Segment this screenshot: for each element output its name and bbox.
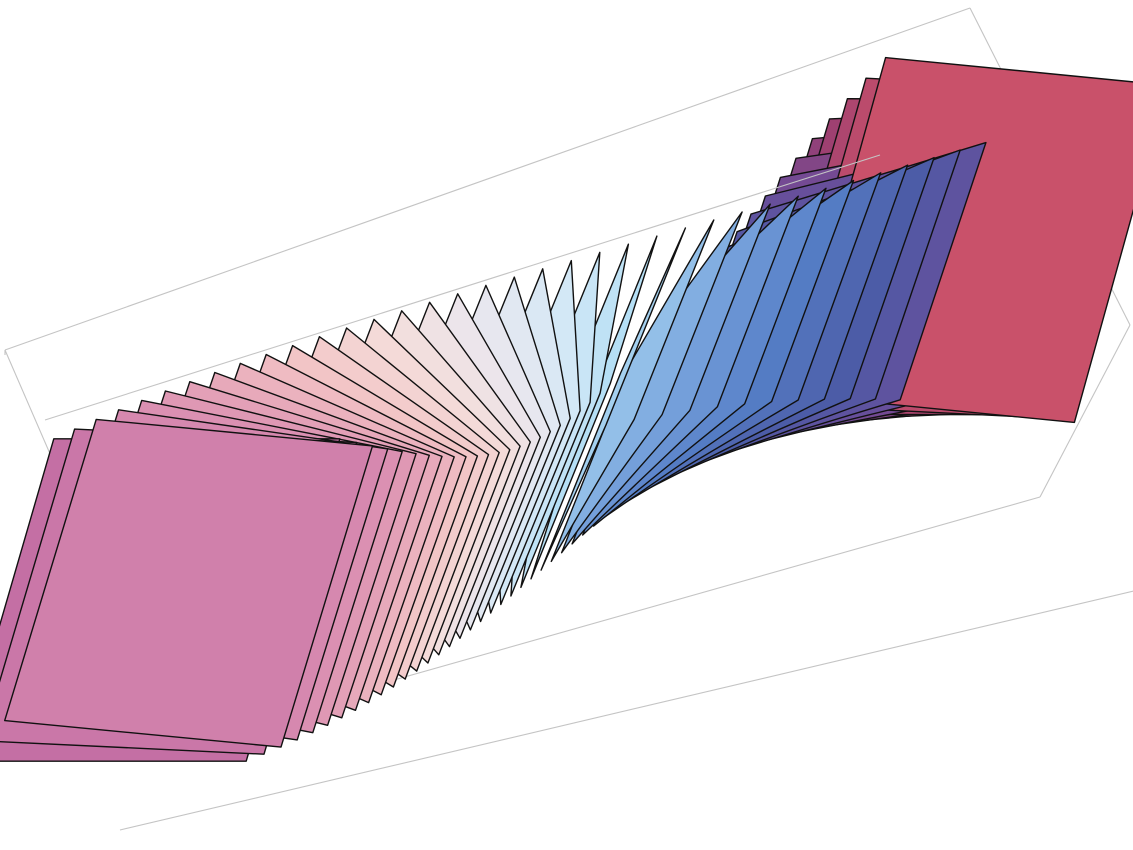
box-edge (119, 590, 1133, 831)
ribbon-panel (550, 219, 715, 563)
box-edge (4, 7, 971, 351)
box-edge (44, 154, 881, 421)
box-edge (1039, 324, 1131, 498)
bounding-box-front-edges (4, 154, 1133, 831)
ribbon-panel (3, 418, 374, 748)
ribbon-panels (0, 56, 1133, 762)
ribbon-panel (540, 227, 687, 571)
